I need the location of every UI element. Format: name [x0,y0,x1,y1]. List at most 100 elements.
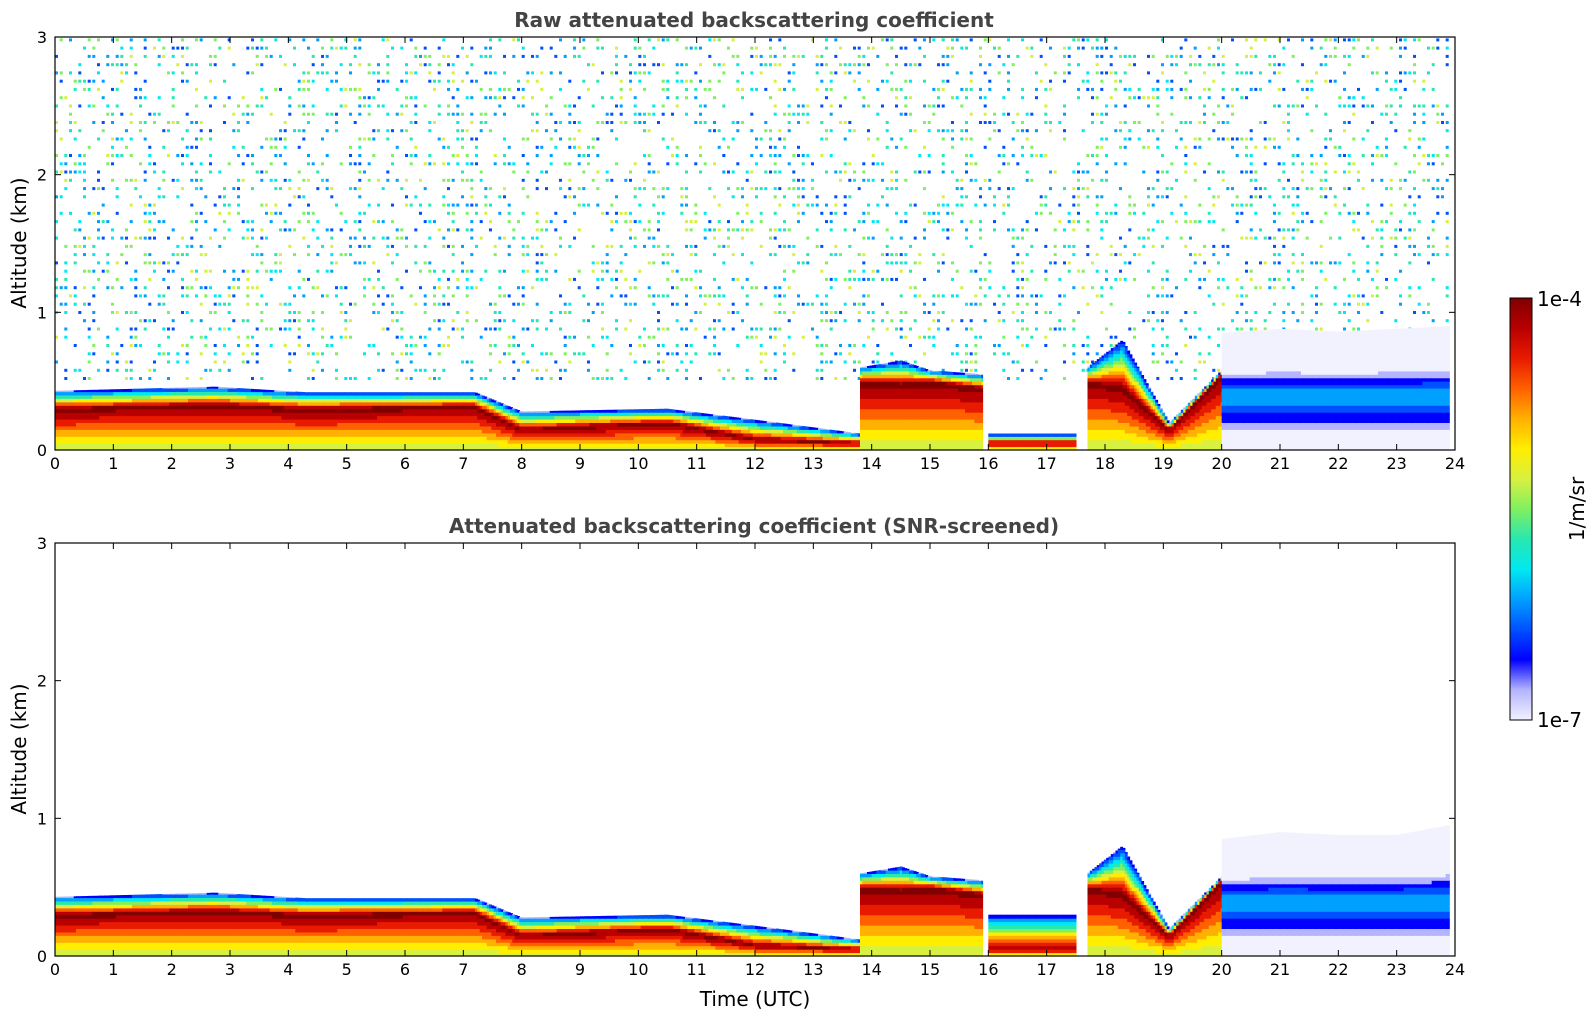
noise-cell [1320,179,1323,182]
noise-cell [134,344,137,347]
noise-cell [130,47,133,50]
noise-cell [596,261,599,264]
noise-cell [965,129,968,132]
noise-cell [223,220,226,223]
noise-cell [727,245,730,248]
noise-cell [778,38,781,41]
noise-cell [680,278,683,281]
noise-cell [405,129,408,132]
noise-cell [858,71,861,74]
noise-cell [60,195,63,198]
noise-cell [713,228,716,231]
noise-cell [830,105,833,108]
noise-cell [1273,220,1276,223]
noise-cell [1021,88,1024,91]
noise-cell [358,96,361,99]
noise-cell [816,336,819,339]
noise-cell [606,113,609,116]
noise-cell [237,278,240,281]
noise-cell [1110,212,1113,215]
noise-cell [1072,171,1075,174]
noise-cell [503,294,506,297]
noise-cell [774,113,777,116]
noise-cell [330,237,333,240]
noise-cell [1287,278,1290,281]
noise-cell [1021,96,1024,99]
noise-cell [1021,319,1024,322]
noise-cell [190,146,193,149]
noise-cell [1128,228,1131,231]
noise-cell [153,204,156,207]
noise-cell [587,88,590,91]
noise-cell [923,146,926,149]
noise-cell [596,138,599,141]
noise-cell [452,245,455,248]
noise-cell [186,377,189,380]
noise-cell [172,179,175,182]
noise-cell [279,88,282,91]
noise-cell [1446,245,1449,248]
noise-cell [134,71,137,74]
noise-cell [867,294,870,297]
noise-cell [228,294,231,297]
noise-cell [298,195,301,198]
noise-cell [708,220,711,223]
noise-cell [657,212,660,215]
noise-cell [83,179,86,182]
noise-cell [64,369,67,372]
noise-cell [774,146,777,149]
noise-cell [1320,63,1323,66]
noise-cell [97,228,100,231]
noise-cell [195,220,198,223]
noise-cell [452,212,455,215]
noise-cell [694,96,697,99]
noise-cell [461,179,464,182]
noise-cell [862,171,865,174]
noise-cell [699,105,702,108]
noise-cell [718,294,721,297]
noise-cell [788,121,791,124]
noise-cell [960,204,963,207]
noise-cell [830,278,833,281]
noise-cell [993,204,996,207]
noise-cell [554,361,557,364]
noise-cell [246,336,249,339]
noise-cell [1380,154,1383,157]
noise-cell [1343,278,1346,281]
noise-cell [1348,171,1351,174]
noise-cell [900,319,903,322]
noise-cell [956,179,959,182]
noise-cell [1282,63,1285,66]
noise-cell [1287,113,1290,116]
noise-cell [74,162,77,165]
noise-cell [1231,319,1234,322]
noise-cell [447,179,450,182]
noise-cell [237,121,240,124]
noise-cell [349,88,352,91]
noise-cell [1152,311,1155,314]
noise-cell [372,311,375,314]
noise-cell [1072,253,1075,256]
noise-cell [116,55,119,58]
noise-cell [228,328,231,331]
noise-cell [568,311,571,314]
noise-cell [372,237,375,240]
noise-cell [382,286,385,289]
noise-cell [1273,138,1276,141]
noise-cell [1324,80,1327,83]
noise-cell [951,121,954,124]
noise-cell [680,328,683,331]
noise-cell [181,38,184,41]
noise-cell [363,352,366,355]
noise-cell [979,121,982,124]
noise-cell [130,113,133,116]
noise-cell [298,319,301,322]
noise-cell [260,228,263,231]
noise-cell [895,212,898,215]
noise-cell [662,38,665,41]
noise-cell [1142,96,1145,99]
noise-cell [792,187,795,190]
noise-cell [1441,121,1444,124]
noise-cell [1063,261,1066,264]
noise-cell [732,138,735,141]
